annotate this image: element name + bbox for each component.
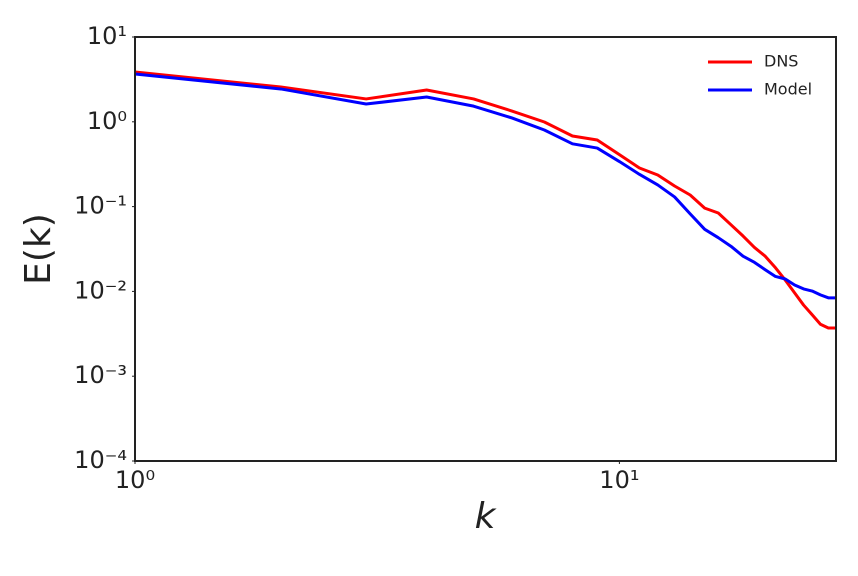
legend-label: DNS bbox=[764, 52, 798, 71]
x-tick-label: 10¹ bbox=[599, 466, 639, 494]
legend-label: Model bbox=[764, 80, 812, 99]
y-tick-label: 10⁻¹ bbox=[74, 192, 127, 220]
y-tick-label: 10⁰ bbox=[87, 107, 127, 135]
y-axis-label: E(k) bbox=[18, 213, 59, 285]
y-tick-label: 10⁻² bbox=[74, 276, 127, 304]
x-tick-label: 10⁰ bbox=[115, 466, 155, 494]
plot-frame bbox=[134, 36, 837, 462]
y-tick-label: 10⁻³ bbox=[74, 361, 127, 389]
data-line bbox=[135, 72, 836, 300]
y-tick-label: 10¹ bbox=[87, 22, 127, 50]
y-tick-label: 10⁻⁴ bbox=[74, 446, 127, 474]
x-axis-label: k bbox=[475, 496, 498, 537]
data-line bbox=[135, 70, 836, 330]
